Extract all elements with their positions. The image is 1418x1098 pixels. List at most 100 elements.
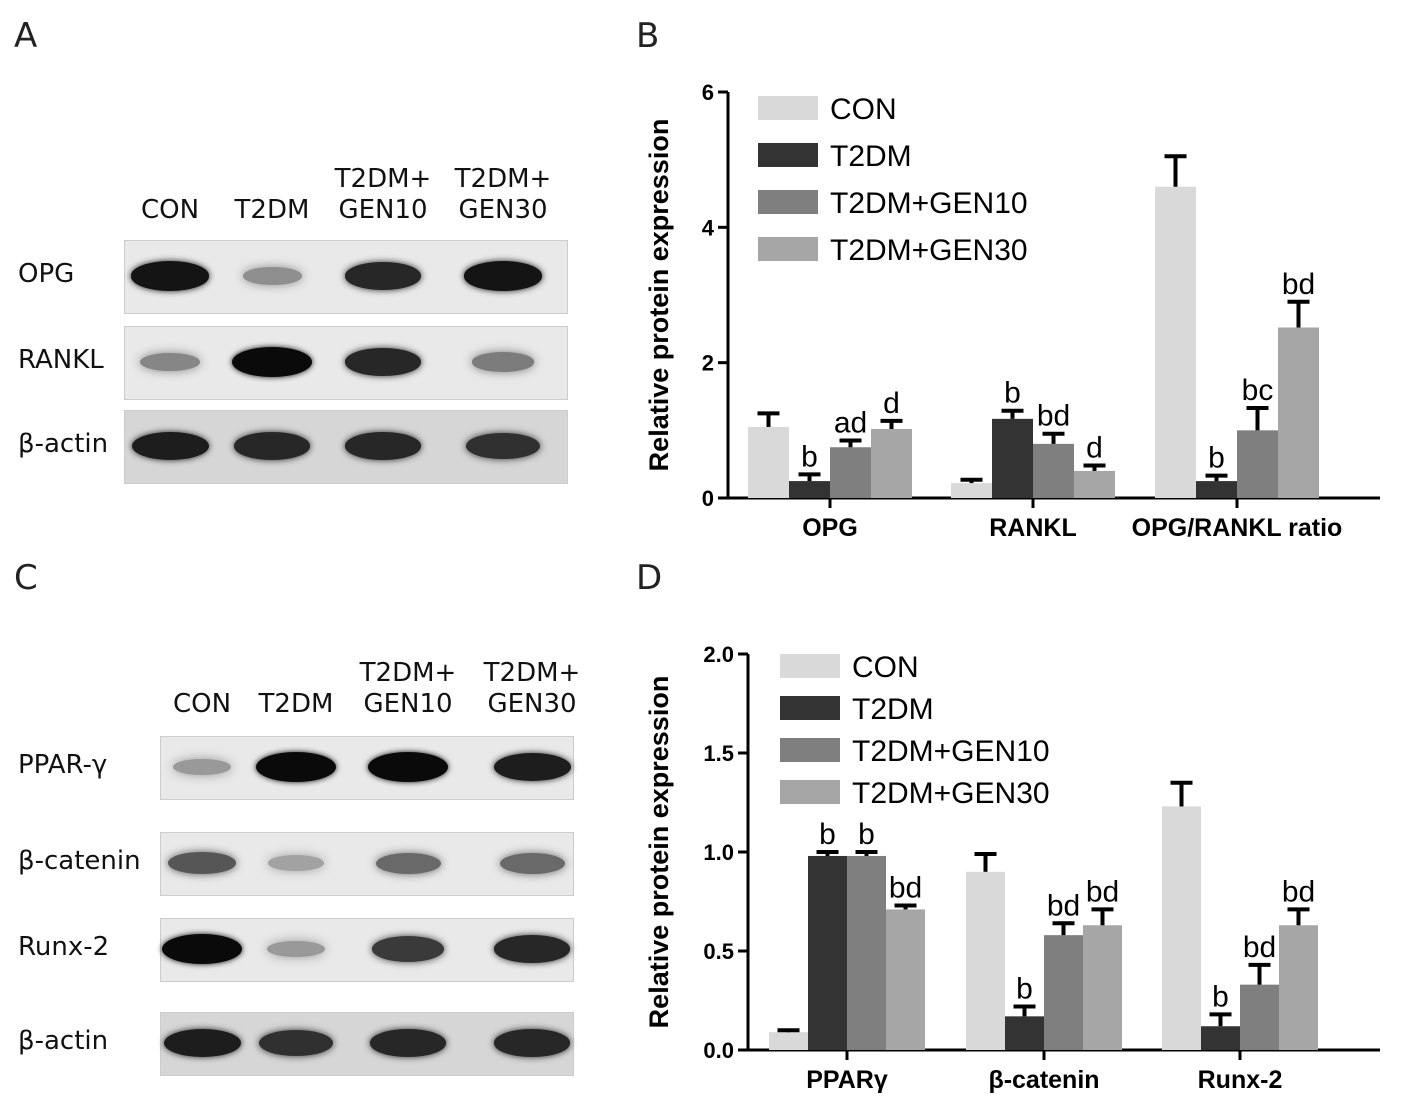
blot-band bbox=[173, 758, 231, 776]
y-tick-label: 1.0 bbox=[703, 840, 734, 865]
legend-swatch bbox=[780, 654, 840, 678]
blot-band bbox=[256, 752, 336, 782]
blot-row-label: β-catenin bbox=[18, 846, 141, 876]
significance-label: b bbox=[819, 818, 836, 851]
bar bbox=[748, 426, 789, 498]
significance-label: b bbox=[1208, 442, 1225, 475]
lane-label: T2DM+ GEN10 bbox=[334, 164, 432, 226]
blot-band bbox=[131, 431, 209, 461]
bar bbox=[789, 481, 830, 498]
blot-row-label: OPG bbox=[18, 259, 75, 289]
blot-band bbox=[242, 267, 302, 285]
significance-label: b bbox=[1004, 377, 1021, 410]
blot-row-label: β-actin bbox=[18, 429, 109, 459]
significance-label: bd bbox=[1037, 400, 1070, 433]
x-category-label: Runx-2 bbox=[1198, 1066, 1283, 1094]
blot-band bbox=[370, 1029, 446, 1057]
significance-label: bd bbox=[1086, 875, 1119, 908]
significance-label: d bbox=[1086, 432, 1103, 465]
legend-label: T2DM+GEN10 bbox=[830, 187, 1028, 220]
bar bbox=[992, 418, 1033, 498]
blot-band bbox=[371, 936, 445, 962]
bar bbox=[1033, 443, 1074, 498]
bar bbox=[966, 871, 1005, 1050]
blot-band bbox=[259, 1029, 333, 1057]
significance-label: bd bbox=[1282, 875, 1315, 908]
x-category-label: PPARγ bbox=[806, 1066, 888, 1094]
y-tick-label: 6 bbox=[702, 80, 714, 105]
bar bbox=[1237, 430, 1278, 498]
legend-swatch bbox=[780, 696, 840, 720]
blot-band bbox=[162, 934, 242, 964]
bar bbox=[1278, 327, 1319, 498]
y-tick-label: 0.0 bbox=[703, 1038, 734, 1063]
legend-label: T2DM+GEN30 bbox=[830, 234, 1028, 267]
legend-label: T2DM bbox=[830, 140, 912, 173]
panel-letter-d: D bbox=[636, 558, 663, 598]
lane-label: T2DM+ GEN30 bbox=[454, 164, 552, 226]
significance-label: bd bbox=[1282, 268, 1315, 301]
significance-label: bd bbox=[1047, 889, 1080, 922]
lane-label: CON bbox=[140, 195, 200, 225]
significance-label: ad bbox=[834, 406, 867, 439]
significance-label: d bbox=[883, 387, 900, 420]
bar bbox=[1083, 925, 1122, 1050]
significance-label: bc bbox=[1242, 374, 1274, 407]
legend-label: T2DM+GEN30 bbox=[852, 777, 1050, 810]
blot-band bbox=[345, 262, 421, 290]
significance-label: b bbox=[801, 440, 818, 473]
x-category-label: RANKL bbox=[989, 514, 1077, 542]
y-axis-label: Relative protein expression bbox=[644, 676, 674, 1029]
blot-band bbox=[493, 752, 571, 782]
legend-swatch bbox=[780, 780, 840, 804]
y-tick-label: 1.5 bbox=[703, 741, 734, 766]
blot-band bbox=[163, 1028, 241, 1058]
lane-label: T2DM+ GEN30 bbox=[483, 658, 581, 720]
bar bbox=[847, 855, 886, 1050]
bar bbox=[951, 483, 992, 498]
legend-swatch bbox=[758, 96, 818, 120]
bar bbox=[1005, 1016, 1044, 1050]
bar bbox=[1279, 925, 1318, 1050]
bar bbox=[1162, 806, 1201, 1050]
blot-band bbox=[466, 432, 540, 460]
legend-label: CON bbox=[830, 93, 897, 126]
significance-label: b bbox=[858, 818, 875, 851]
y-tick-label: 0 bbox=[702, 486, 714, 511]
bar bbox=[1044, 935, 1083, 1050]
blot-band bbox=[472, 352, 534, 372]
bar bbox=[1155, 186, 1196, 498]
significance-label: b bbox=[1212, 980, 1229, 1013]
significance-label: bd bbox=[1243, 931, 1276, 964]
y-tick-label: 0.5 bbox=[703, 939, 734, 964]
y-axis-label: Relative protein expression bbox=[644, 119, 674, 472]
blot-band bbox=[268, 855, 324, 871]
blot-band bbox=[463, 261, 543, 291]
blot-band bbox=[232, 347, 312, 377]
panel-letter-a: A bbox=[14, 16, 38, 56]
panel-letter-c: C bbox=[14, 558, 38, 598]
blot-band bbox=[130, 261, 210, 291]
blot-band bbox=[345, 348, 421, 376]
bar bbox=[1196, 481, 1237, 498]
lane-label: T2DM bbox=[234, 195, 310, 225]
blot-band bbox=[375, 852, 441, 874]
y-tick-label: 4 bbox=[702, 215, 715, 240]
blot-row-label: RANKL bbox=[18, 345, 104, 375]
blot-band bbox=[494, 1029, 570, 1057]
lane-label: T2DM bbox=[258, 689, 334, 719]
bar bbox=[871, 428, 912, 498]
bar bbox=[886, 909, 925, 1050]
legend-swatch bbox=[758, 237, 818, 261]
blot-row-label: β-actin bbox=[18, 1026, 109, 1056]
y-tick-label: 2 bbox=[702, 351, 714, 376]
significance-label: bd bbox=[889, 871, 922, 904]
bar bbox=[1201, 1026, 1240, 1050]
x-category-label: OPG/RANKL ratio bbox=[1132, 514, 1343, 542]
blot-band bbox=[139, 352, 201, 372]
bar bbox=[1240, 984, 1279, 1050]
lane-label: CON bbox=[172, 689, 232, 719]
blot-band bbox=[345, 432, 421, 460]
